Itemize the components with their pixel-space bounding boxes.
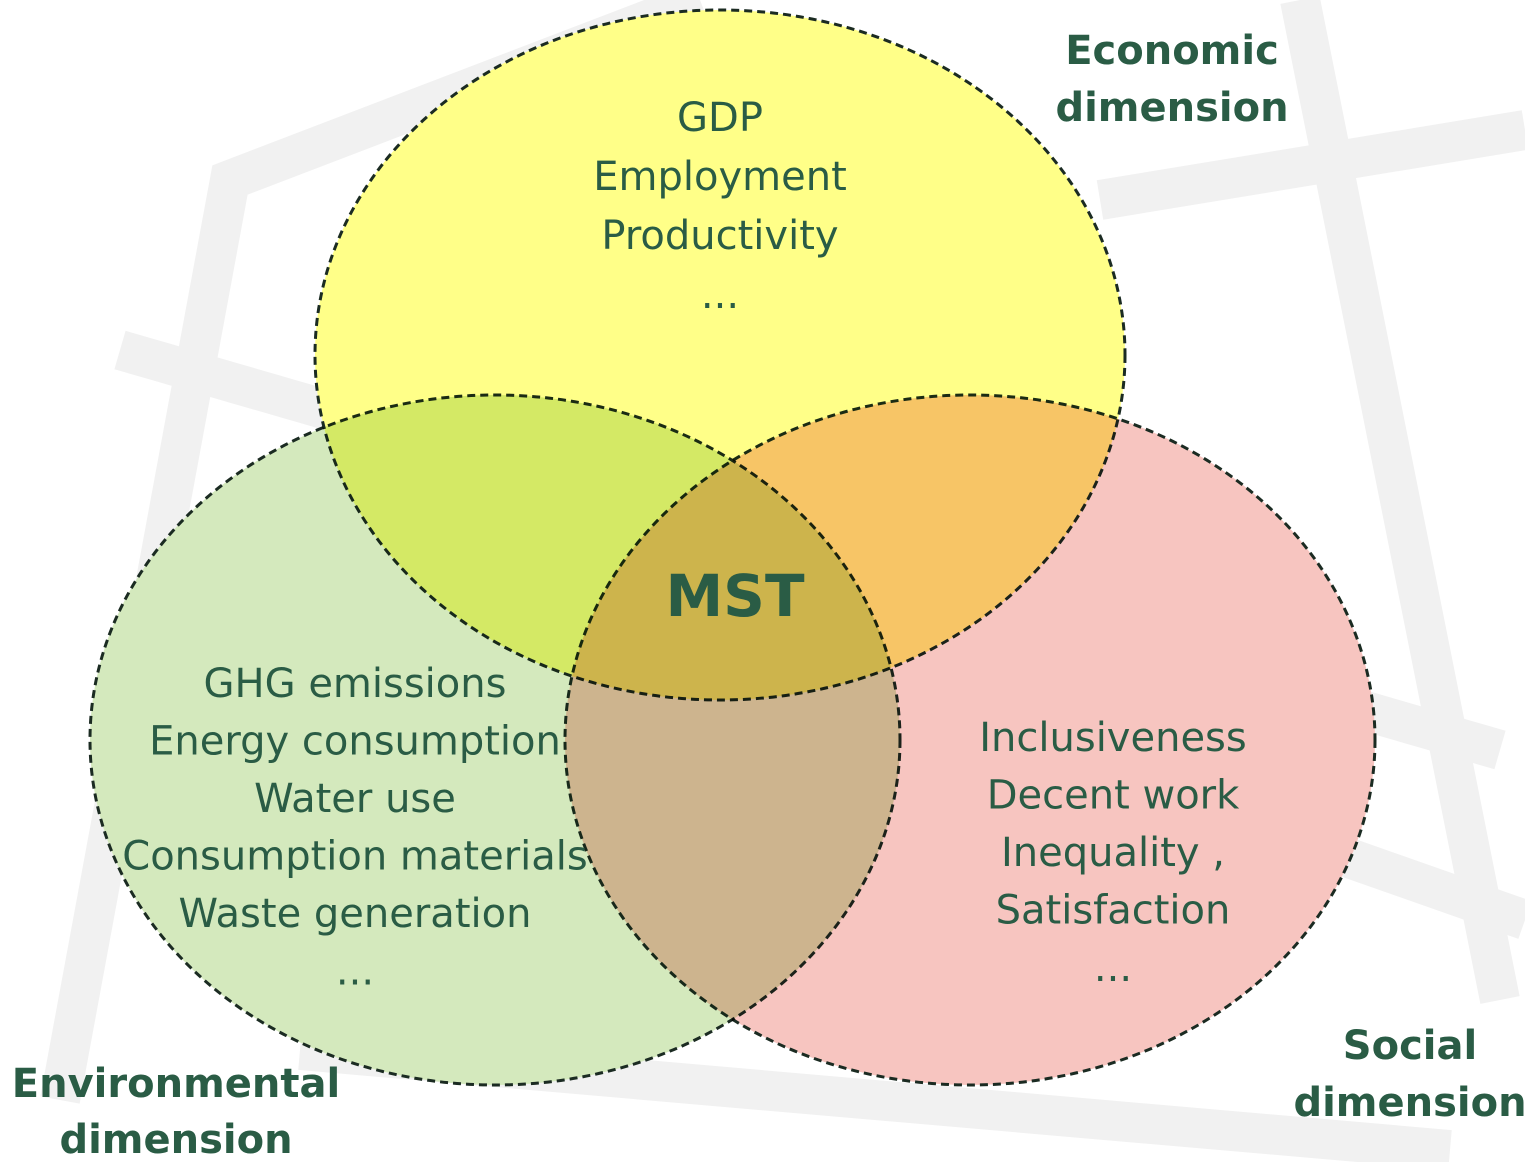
sets (88, 8, 1377, 1087)
item: ... (336, 949, 374, 995)
item: Productivity (601, 213, 838, 259)
economic-set (313, 8, 1127, 702)
dimension-label: Economic (1065, 28, 1279, 74)
dimension-label: dimension (1293, 1080, 1525, 1126)
dimension-label: dimension (59, 1117, 292, 1162)
item: Satisfaction (996, 888, 1231, 934)
item: GDP (677, 95, 763, 141)
item: Inequality , (1001, 830, 1225, 876)
dimension-label: Social (1343, 1023, 1477, 1069)
item: Employment (593, 154, 847, 200)
item: Water use (254, 776, 456, 822)
item: Energy consumption (149, 719, 561, 765)
item: Consumption materials (122, 834, 587, 880)
dimension-label: Environmental (12, 1061, 340, 1107)
dimension-label: dimension (1055, 85, 1288, 131)
item: ... (701, 272, 739, 318)
item: ... (1094, 945, 1132, 991)
item: Inclusiveness (979, 715, 1246, 761)
center-label: MST (665, 562, 804, 630)
item: GHG emissions (204, 661, 507, 707)
item: Waste generation (179, 891, 532, 937)
item: Decent work (987, 773, 1240, 819)
